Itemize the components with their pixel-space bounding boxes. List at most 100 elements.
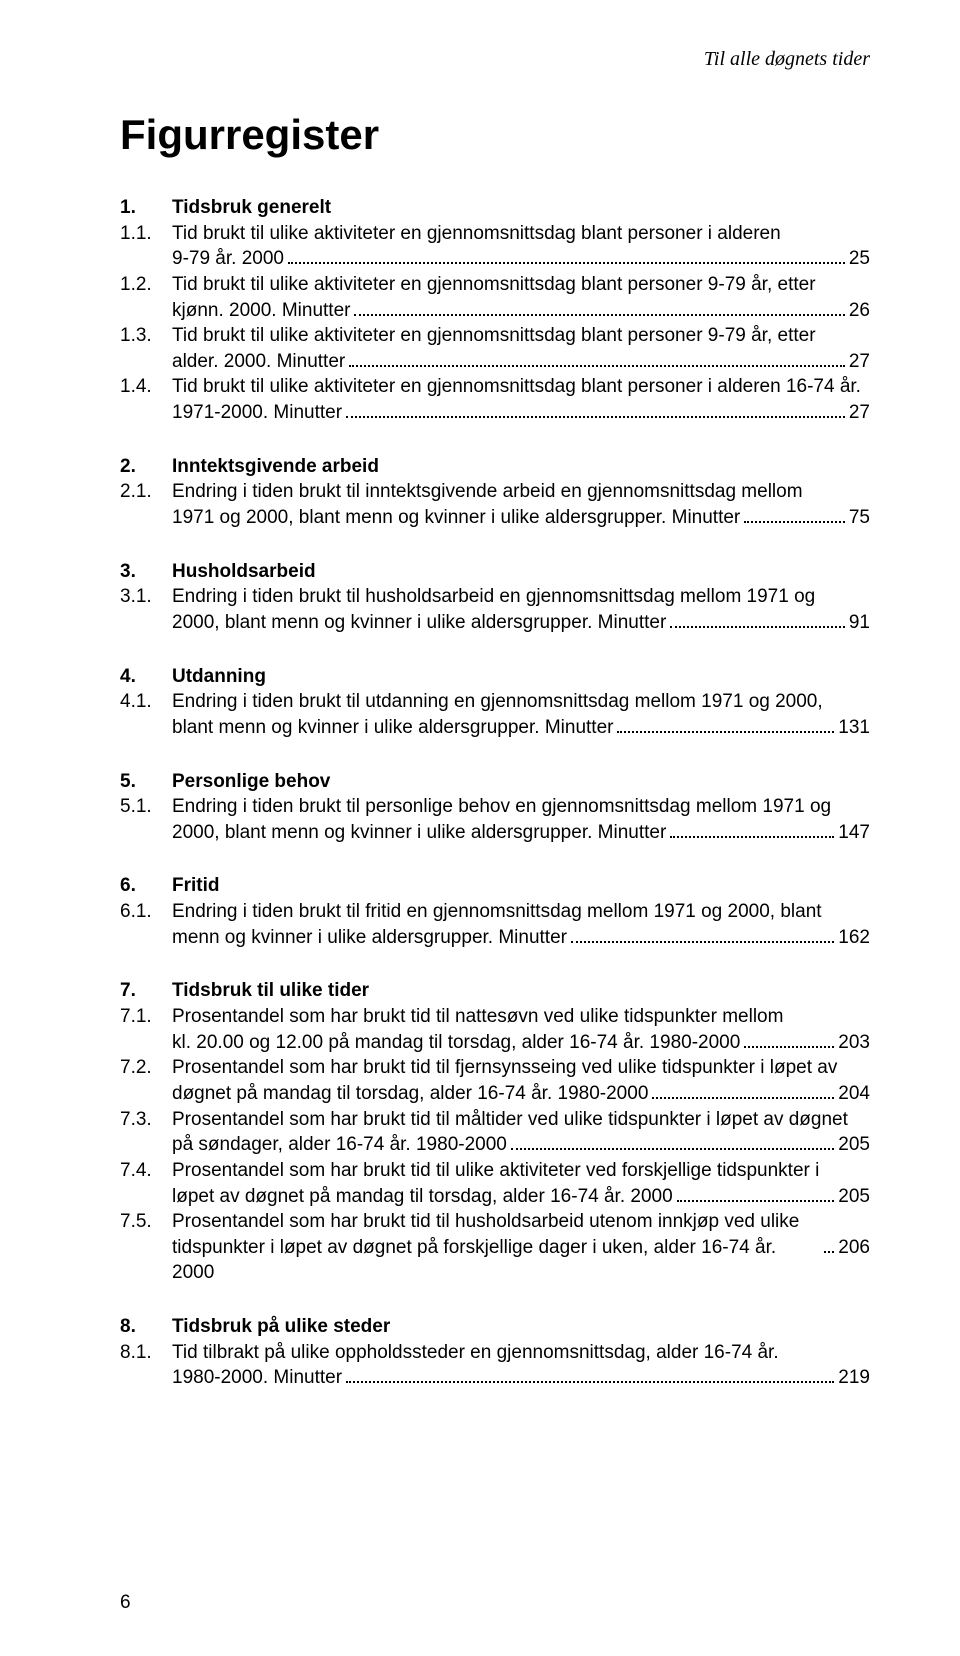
toc-section-title: Personlige behov bbox=[172, 769, 870, 795]
toc-entry-text: Prosentandel som har brukt tid til natte… bbox=[172, 1004, 783, 1030]
toc-entry-number: 2.1. bbox=[120, 479, 172, 530]
toc-entry-number: 7.4. bbox=[120, 1158, 172, 1209]
toc-entry-page: 204 bbox=[838, 1081, 870, 1107]
toc-entry: 8.1.Tid tilbrakt på ulike oppholdssteder… bbox=[120, 1340, 870, 1391]
toc-entry-page: 205 bbox=[838, 1132, 870, 1158]
toc-section-head: 5.Personlige behov bbox=[120, 769, 870, 795]
figure-index: 1.Tidsbruk generelt1.1.Tid brukt til uli… bbox=[120, 195, 870, 1391]
toc-section: 2.Inntektsgivende arbeid2.1.Endring i ti… bbox=[120, 454, 870, 531]
toc-entry-text: blant menn og kvinner i ulike aldersgrup… bbox=[172, 715, 613, 741]
toc-section-head: 3.Husholdsarbeid bbox=[120, 559, 870, 585]
toc-entry-text: Endring i tiden brukt til utdanning en g… bbox=[172, 689, 823, 715]
toc-section-number: 6. bbox=[120, 873, 172, 899]
toc-section-title: Tidsbruk til ulike tider bbox=[172, 978, 870, 1004]
toc-leader bbox=[744, 1031, 834, 1048]
toc-entry-page: 27 bbox=[849, 349, 870, 375]
toc-leader bbox=[670, 821, 834, 838]
toc-entry-body: Tid brukt til ulike aktiviteter en gjenn… bbox=[172, 221, 870, 272]
toc-entry-text: Prosentandel som har brukt tid til målti… bbox=[172, 1107, 848, 1133]
toc-section-title: Husholdsarbeid bbox=[172, 559, 870, 585]
toc-entry-text: 2000, blant menn og kvinner i ulike alde… bbox=[172, 610, 666, 636]
toc-entry-page: 75 bbox=[849, 505, 870, 531]
toc-section-title: Fritid bbox=[172, 873, 870, 899]
toc-entry-number: 7.2. bbox=[120, 1055, 172, 1106]
toc-entry-body: Tid brukt til ulike aktiviteter en gjenn… bbox=[172, 323, 870, 374]
toc-entry: 3.1.Endring i tiden brukt til husholdsar… bbox=[120, 584, 870, 635]
toc-leader bbox=[617, 716, 834, 733]
toc-entry-text: Tid brukt til ulike aktiviteter en gjenn… bbox=[172, 221, 781, 247]
toc-section: 5.Personlige behov5.1.Endring i tiden br… bbox=[120, 769, 870, 846]
toc-entry-text: Prosentandel som har brukt tid til ulike… bbox=[172, 1158, 819, 1184]
toc-section-head: 4.Utdanning bbox=[120, 664, 870, 690]
toc-entry-number: 3.1. bbox=[120, 584, 172, 635]
toc-leader bbox=[670, 611, 845, 628]
toc-entry: 1.1.Tid brukt til ulike aktiviteter en g… bbox=[120, 221, 870, 272]
toc-section-number: 2. bbox=[120, 454, 172, 480]
toc-section-head: 8.Tidsbruk på ulike steder bbox=[120, 1314, 870, 1340]
toc-entry-body: Endring i tiden brukt til husholdsarbeid… bbox=[172, 584, 870, 635]
toc-entry-text: tidspunkter i løpet av døgnet på forskje… bbox=[172, 1235, 820, 1286]
toc-section-number: 8. bbox=[120, 1314, 172, 1340]
toc-entry-text: alder. 2000. Minutter bbox=[172, 349, 345, 375]
toc-entry-text: Tid brukt til ulike aktiviteter en gjenn… bbox=[172, 323, 816, 349]
toc-entry-page: 203 bbox=[838, 1030, 870, 1056]
toc-leader bbox=[511, 1133, 834, 1150]
toc-entry-text: 2000, blant menn og kvinner i ulike alde… bbox=[172, 820, 666, 846]
toc-section-title: Tidsbruk på ulike steder bbox=[172, 1314, 870, 1340]
toc-entry-body: Tid brukt til ulike aktiviteter en gjenn… bbox=[172, 272, 870, 323]
toc-entry-page: 206 bbox=[838, 1235, 870, 1261]
toc-leader bbox=[288, 247, 845, 264]
toc-section-number: 7. bbox=[120, 978, 172, 1004]
toc-leader bbox=[346, 1366, 834, 1383]
page-number: 6 bbox=[120, 1592, 131, 1614]
toc-entry-page: 26 bbox=[849, 298, 870, 324]
page-title: Figurregister bbox=[120, 111, 870, 159]
toc-section-head: 6.Fritid bbox=[120, 873, 870, 899]
toc-section-head: 2.Inntektsgivende arbeid bbox=[120, 454, 870, 480]
toc-entry-body: Prosentandel som har brukt tid til ulike… bbox=[172, 1158, 870, 1209]
toc-leader bbox=[677, 1184, 835, 1201]
toc-entry-number: 5.1. bbox=[120, 794, 172, 845]
toc-entry-text: 1971-2000. Minutter bbox=[172, 400, 342, 426]
toc-leader bbox=[354, 298, 844, 315]
toc-entry-text: Endring i tiden brukt til husholdsarbeid… bbox=[172, 584, 815, 610]
toc-section-number: 4. bbox=[120, 664, 172, 690]
toc-entry-text: på søndager, alder 16-74 år. 1980-2000 bbox=[172, 1132, 507, 1158]
toc-entry: 2.1.Endring i tiden brukt til inntektsgi… bbox=[120, 479, 870, 530]
toc-leader bbox=[744, 506, 845, 523]
toc-entry-body: Tid tilbrakt på ulike oppholdssteder en … bbox=[172, 1340, 870, 1391]
toc-entry: 7.4.Prosentandel som har brukt tid til u… bbox=[120, 1158, 870, 1209]
toc-entry-body: Prosentandel som har brukt tid til målti… bbox=[172, 1107, 870, 1158]
toc-entry-page: 131 bbox=[838, 715, 870, 741]
toc-entry-text: kl. 20.00 og 12.00 på mandag til torsdag… bbox=[172, 1030, 740, 1056]
toc-entry-number: 7.5. bbox=[120, 1209, 172, 1286]
toc-entry-page: 162 bbox=[838, 925, 870, 951]
toc-entry-number: 1.1. bbox=[120, 221, 172, 272]
toc-entry-body: Endring i tiden brukt til utdanning en g… bbox=[172, 689, 870, 740]
toc-entry-body: Endring i tiden brukt til inntektsgivend… bbox=[172, 479, 870, 530]
toc-leader bbox=[571, 926, 834, 943]
toc-entry: 1.4.Tid brukt til ulike aktiviteter en g… bbox=[120, 374, 870, 425]
toc-leader bbox=[349, 350, 845, 367]
toc-section: 4.Utdanning4.1.Endring i tiden brukt til… bbox=[120, 664, 870, 741]
toc-section-title: Tidsbruk generelt bbox=[172, 195, 870, 221]
toc-section-number: 5. bbox=[120, 769, 172, 795]
running-head: Til alle døgnets tider bbox=[120, 48, 870, 71]
toc-entry-text: Tid tilbrakt på ulike oppholdssteder en … bbox=[172, 1340, 779, 1366]
toc-entry-number: 8.1. bbox=[120, 1340, 172, 1391]
toc-section-number: 1. bbox=[120, 195, 172, 221]
toc-entry-text: Prosentandel som har brukt tid til husho… bbox=[172, 1209, 799, 1235]
toc-section: 8.Tidsbruk på ulike steder8.1.Tid tilbra… bbox=[120, 1314, 870, 1391]
toc-entry-page: 25 bbox=[849, 246, 870, 272]
toc-section-head: 1.Tidsbruk generelt bbox=[120, 195, 870, 221]
toc-entry-number: 1.4. bbox=[120, 374, 172, 425]
toc-entry-page: 205 bbox=[838, 1184, 870, 1210]
toc-section: 1.Tidsbruk generelt1.1.Tid brukt til uli… bbox=[120, 195, 870, 426]
toc-entry: 1.3.Tid brukt til ulike aktiviteter en g… bbox=[120, 323, 870, 374]
toc-section-title: Inntektsgivende arbeid bbox=[172, 454, 870, 480]
toc-entry-text: 1971 og 2000, blant menn og kvinner i ul… bbox=[172, 505, 740, 531]
toc-section: 7.Tidsbruk til ulike tider7.1.Prosentand… bbox=[120, 978, 870, 1286]
toc-entry-text: Endring i tiden brukt til fritid en gjen… bbox=[172, 899, 822, 925]
toc-entry-number: 1.2. bbox=[120, 272, 172, 323]
toc-leader bbox=[652, 1082, 834, 1099]
